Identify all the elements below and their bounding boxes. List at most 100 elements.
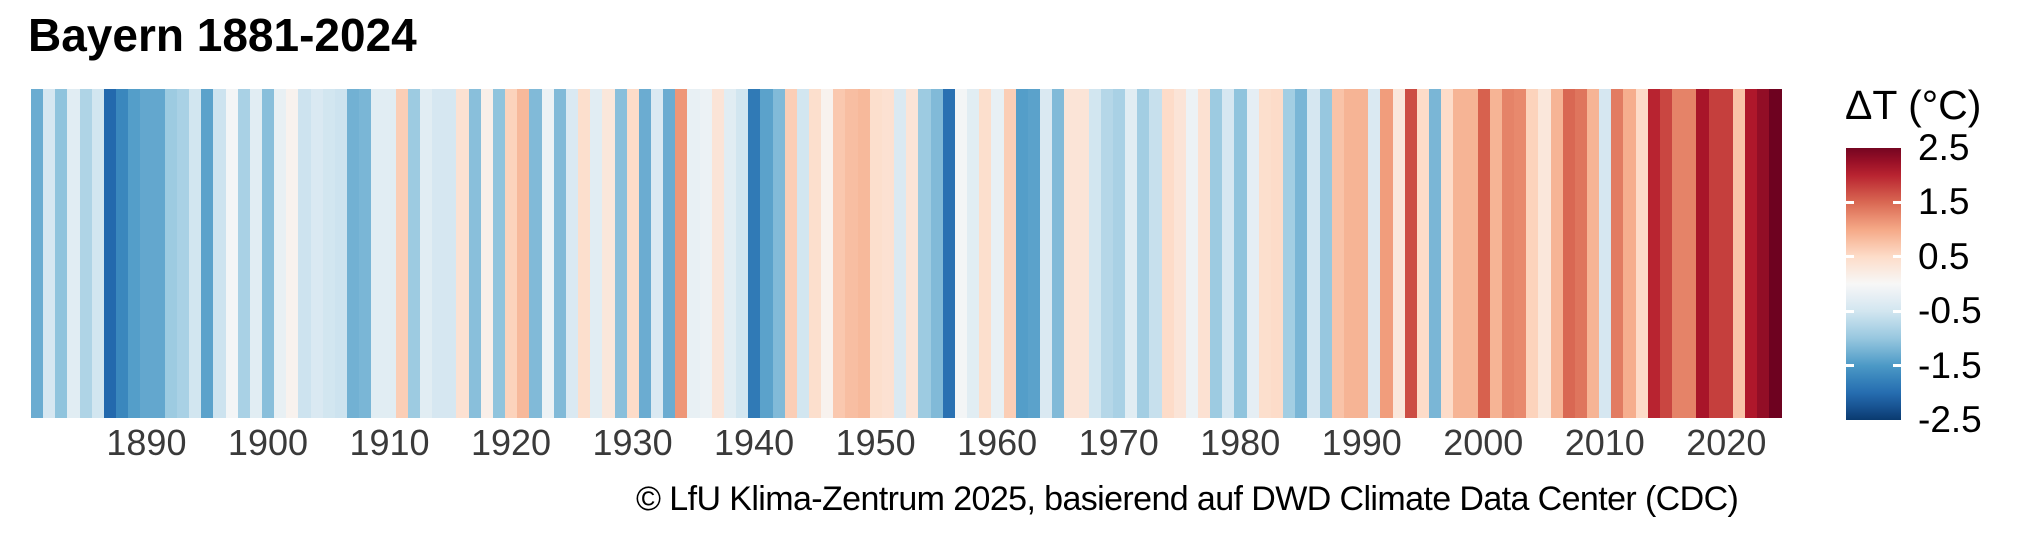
year-stripe bbox=[821, 89, 834, 418]
year-stripe bbox=[359, 89, 372, 418]
year-stripe bbox=[334, 89, 348, 418]
year-stripe bbox=[1477, 89, 1490, 418]
colorbar-tick-mark bbox=[1846, 309, 1854, 313]
year-stripe bbox=[699, 89, 712, 418]
year-stripe bbox=[578, 89, 591, 418]
year-stripe bbox=[1428, 89, 1442, 418]
colorbar-tick-mark bbox=[1846, 255, 1854, 259]
year-stripe bbox=[881, 89, 895, 418]
year-stripe bbox=[1611, 89, 1624, 418]
year-stripe bbox=[1210, 89, 1223, 418]
year-stripe bbox=[103, 89, 117, 418]
year-stripe bbox=[237, 89, 250, 418]
year-stripe bbox=[626, 89, 639, 418]
year-stripe bbox=[1003, 89, 1016, 418]
year-stripe bbox=[1672, 89, 1685, 418]
year-stripe bbox=[1076, 89, 1089, 418]
legend-colorbar bbox=[1846, 148, 1901, 420]
year-stripe bbox=[91, 89, 104, 418]
year-stripe bbox=[954, 89, 968, 418]
year-stripe bbox=[152, 89, 165, 418]
year-stripe bbox=[565, 89, 579, 418]
year-stripe bbox=[79, 89, 92, 418]
year-stripe bbox=[1052, 89, 1065, 418]
year-stripe bbox=[650, 89, 664, 418]
year-stripe bbox=[189, 89, 202, 418]
year-stripe bbox=[1173, 89, 1186, 418]
year-stripe bbox=[1562, 89, 1575, 418]
year-stripe bbox=[492, 89, 506, 418]
year-stripe bbox=[1720, 89, 1733, 418]
year-stripe bbox=[1696, 89, 1709, 418]
year-stripe bbox=[906, 89, 919, 418]
x-axis-tick-label: 1900 bbox=[227, 422, 309, 463]
year-stripe bbox=[638, 89, 651, 418]
year-stripe bbox=[1538, 89, 1551, 418]
year-stripe bbox=[432, 89, 445, 418]
year-stripe bbox=[663, 89, 676, 418]
year-stripe bbox=[869, 89, 882, 418]
page-title: Bayern 1881-2024 bbox=[28, 9, 417, 61]
year-stripe bbox=[736, 89, 749, 418]
year-stripe bbox=[1526, 89, 1539, 418]
colorbar-tick-mark bbox=[1846, 200, 1854, 204]
legend-tick-label: -0.5 bbox=[1918, 290, 1982, 332]
year-stripe bbox=[1161, 89, 1174, 418]
credit-text: © LfU Klima-Zentrum 2025, basierend auf … bbox=[636, 480, 1739, 518]
year-stripe bbox=[1185, 89, 1198, 418]
year-stripe bbox=[590, 89, 603, 418]
colorbar-tick-mark bbox=[1893, 200, 1901, 204]
x-axis-tick-label: 1890 bbox=[106, 422, 187, 463]
year-stripe bbox=[1234, 89, 1247, 418]
legend-title: ΔT (°C) bbox=[1845, 82, 1982, 128]
year-stripe bbox=[1368, 89, 1381, 418]
x-axis-tick-label: 1950 bbox=[835, 422, 916, 463]
year-stripe bbox=[1587, 89, 1600, 418]
year-stripe bbox=[1015, 89, 1028, 418]
year-stripe bbox=[614, 89, 627, 418]
year-stripe bbox=[286, 89, 299, 418]
year-stripe bbox=[420, 89, 433, 418]
year-stripe bbox=[1039, 89, 1053, 418]
year-stripe bbox=[1550, 89, 1563, 418]
year-stripe bbox=[176, 89, 190, 418]
x-axis-tick-label: 1990 bbox=[1321, 422, 1402, 463]
year-stripe bbox=[468, 89, 481, 418]
x-axis-tick-label: 1940 bbox=[714, 422, 795, 463]
year-stripe bbox=[310, 89, 323, 418]
year-stripe bbox=[517, 89, 530, 418]
year-stripe bbox=[261, 89, 275, 418]
year-stripe bbox=[942, 89, 955, 418]
year-stripe bbox=[213, 89, 226, 418]
year-stripe bbox=[1757, 89, 1770, 418]
year-stripe bbox=[1307, 89, 1320, 418]
year-stripe bbox=[1647, 89, 1660, 418]
year-stripe bbox=[1331, 89, 1344, 418]
year-stripe bbox=[772, 89, 785, 418]
year-stripe bbox=[845, 89, 858, 418]
legend-tick-label: -1.5 bbox=[1918, 344, 1982, 386]
year-stripe bbox=[1295, 89, 1308, 418]
x-axis-tick-label: 2010 bbox=[1564, 422, 1645, 463]
colorbar-tick-mark bbox=[1893, 364, 1901, 368]
legend-tick-label: -2.5 bbox=[1918, 399, 1982, 440]
year-stripe bbox=[201, 89, 214, 418]
x-axis-tick-label: 2000 bbox=[1443, 422, 1524, 463]
year-stripe bbox=[322, 89, 335, 418]
year-stripe bbox=[1027, 89, 1040, 418]
year-stripe bbox=[505, 89, 518, 418]
year-stripe bbox=[1514, 89, 1527, 418]
x-axis-tick-label: 1910 bbox=[349, 422, 430, 463]
year-stripe bbox=[541, 89, 554, 418]
year-stripe bbox=[1441, 89, 1454, 418]
year-stripe bbox=[1343, 89, 1357, 418]
year-stripe bbox=[225, 89, 238, 418]
year-stripe bbox=[55, 89, 68, 418]
year-stripe bbox=[456, 89, 469, 418]
year-stripe bbox=[1356, 89, 1369, 418]
year-stripe bbox=[857, 89, 870, 418]
year-stripe bbox=[31, 89, 44, 418]
year-stripe bbox=[930, 89, 943, 418]
year-stripe bbox=[67, 89, 80, 418]
year-stripe bbox=[1137, 89, 1150, 418]
